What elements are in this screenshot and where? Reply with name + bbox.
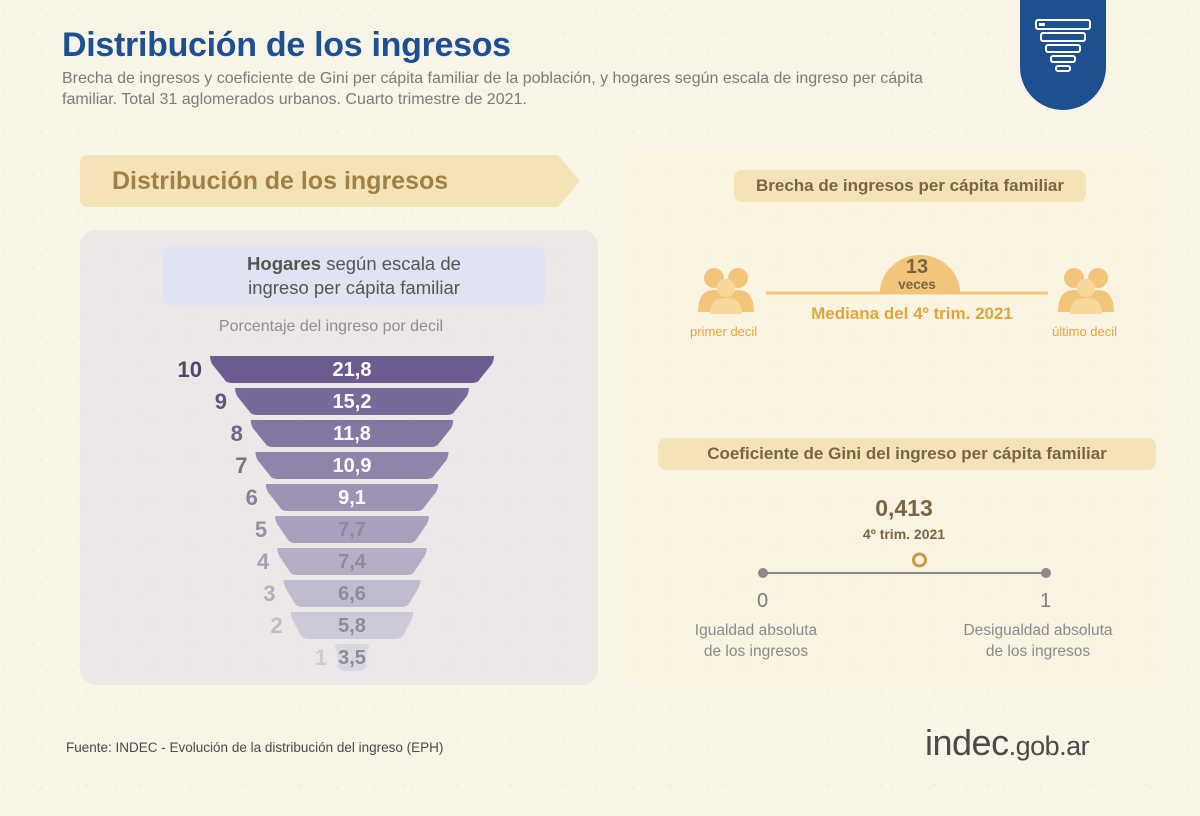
funnel-value-decile-7: 10,9	[333, 455, 372, 477]
funnel-value-decile-10: 21,8	[333, 359, 372, 381]
gini-min-desc-line1: Igualdad absoluta	[694, 622, 818, 639]
funnel-decile-label-10: 10	[178, 357, 202, 382]
gini-max-label: 1	[1040, 590, 1052, 612]
indec-logo[interactable]: indec.gob.ar	[925, 722, 1090, 764]
gini-min-desc-line2: de los ingresos	[703, 643, 809, 660]
funnel-bar-decile-4	[277, 548, 427, 575]
funnel-value-decile-1: 3,5	[338, 647, 366, 669]
funnel-decile-label-6: 6	[246, 485, 258, 510]
funnel-chart-icon	[1035, 19, 1091, 72]
logo-suffix: .gob.ar	[1008, 731, 1090, 761]
gini-value: 0,413	[875, 495, 933, 521]
funnel-decile-label-7: 7	[235, 453, 247, 478]
income-gap-title: Brecha de ingresos per cápita familiar	[734, 170, 1086, 202]
gini-max-description: Desigualdad absoluta de los ingresos	[943, 620, 1133, 662]
gap-times-value: 13	[905, 256, 929, 278]
funnel-bar-decile-9	[235, 388, 469, 415]
funnel-decile-label-2: 2	[270, 613, 282, 638]
households-label-bold: Hogares	[247, 253, 322, 274]
gini-scale	[758, 552, 1051, 578]
gap-median-label: Mediana del 4º trim. 2021	[811, 304, 1013, 323]
funnel-decile-label-8: 8	[231, 421, 243, 446]
households-label-line2: ingreso per cápita familiar	[248, 277, 460, 298]
funnel-decile-label-5: 5	[255, 517, 267, 542]
funnel-bar-decile-7	[255, 452, 449, 479]
gini-max-desc-line1: Desigualdad absoluta	[963, 622, 1113, 639]
funnel-value-decile-9: 15,2	[333, 391, 372, 413]
gap-right-label: último decil	[1052, 324, 1118, 339]
funnel-bar-decile-6	[265, 484, 439, 511]
page-subtitle: Brecha de ingresos y coeficiente de Gini…	[62, 70, 923, 108]
funnel-value-decile-6: 9,1	[338, 487, 366, 509]
income-decile-funnel-chart: 21,8 10 15,2 9 11,8 8 10,9 7 9,1 6 7,7 5 7,4 4 6,6 3 5,8…	[178, 356, 494, 671]
funnel-value-decile-3: 6,6	[338, 583, 366, 605]
households-label-rest: según escala de	[321, 253, 461, 274]
gini-min-description: Igualdad absoluta de los ingresos	[661, 620, 851, 662]
gap-left-label: primer decil	[690, 324, 758, 339]
gini-period: 4º trim. 2021	[862, 526, 946, 542]
logo-main: indec	[925, 722, 1009, 763]
gini-scale-start-dot	[758, 568, 768, 578]
funnel-decile-label-4: 4	[257, 549, 270, 574]
funnel-decile-label-3: 3	[263, 581, 275, 606]
income-gap-graphic	[698, 255, 1114, 314]
funnel-bar-decile-10	[210, 356, 494, 383]
funnel-value-decile-2: 5,8	[338, 615, 366, 637]
funnel-bar-decile-2	[290, 612, 414, 639]
page-title: Distribución de los ingresos	[62, 26, 511, 64]
gini-scale-end-dot	[1041, 568, 1051, 578]
people-group-icon-right	[1058, 268, 1114, 314]
indicators-panel	[626, 148, 1166, 688]
gini-max-desc-line2: de los ingresos	[985, 643, 1091, 660]
funnel-decile-label-1: 1	[315, 645, 327, 670]
gini-title: Coeficiente de Gini del ingreso per cápi…	[658, 438, 1156, 470]
section-banner-title: Distribución de los ingresos	[112, 167, 449, 195]
people-group-icon-left	[698, 268, 754, 314]
funnel-value-decile-5: 7,7	[338, 519, 366, 541]
funnel-bar-decile-1	[335, 644, 369, 671]
households-label: Hogares según escala de ingreso per cápi…	[163, 247, 545, 305]
funnel-value-decile-4: 7,4	[338, 551, 367, 573]
funnel-bar-decile-8	[250, 420, 454, 447]
gap-times-word: veces	[898, 277, 936, 292]
funnel-bar-decile-5	[275, 516, 429, 543]
funnel-bar-decile-3	[283, 580, 421, 607]
header-badge	[1020, 0, 1106, 110]
gini-marker	[911, 552, 927, 568]
funnel-decile-label-9: 9	[215, 389, 227, 414]
gini-min-label: 0	[757, 590, 769, 612]
section-banner: Distribución de los ingresos	[80, 155, 580, 207]
gap-times-dome	[880, 255, 960, 293]
source-note: Fuente: INDEC - Evolución de la distribu…	[66, 740, 444, 755]
decile-caption: Porcentaje del ingreso por decil	[218, 318, 444, 335]
funnel-value-decile-8: 11,8	[333, 423, 371, 445]
